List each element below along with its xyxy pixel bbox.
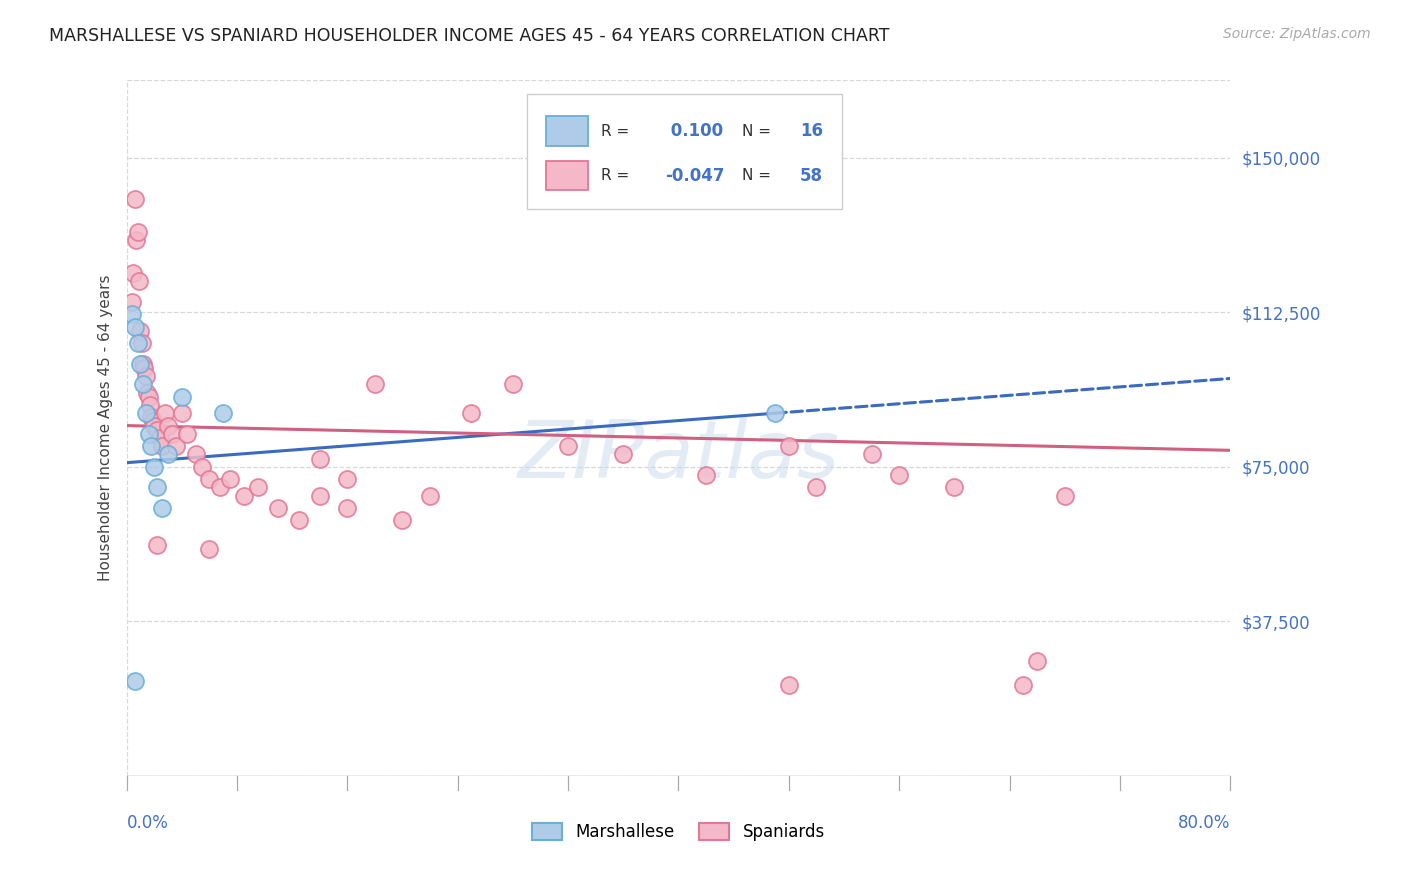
Text: R =: R = [602,168,630,183]
Point [308,489,330,503]
Point [153,406,176,420]
Point [170,390,193,404]
Point [1053,489,1076,503]
Text: Source: ZipAtlas.com: Source: ZipAtlas.com [1223,27,1371,41]
Text: 58: 58 [800,167,823,185]
Point [138,390,160,404]
Point [131,336,153,351]
Point [121,294,143,309]
Point [143,459,166,474]
Point [391,513,413,527]
Point [763,406,786,420]
Text: 16: 16 [800,122,823,140]
Point [232,489,254,503]
Point [943,480,966,494]
Point [778,439,800,453]
Y-axis label: Householder Income Ages 45 - 64 years: Householder Income Ages 45 - 64 years [97,275,112,582]
Point [170,406,193,420]
Point [128,274,150,288]
FancyBboxPatch shape [527,95,842,209]
Point [122,266,145,280]
Text: -0.047: -0.047 [665,167,724,185]
Point [127,225,149,239]
Point [124,674,146,689]
Point [212,406,235,420]
Point [184,447,207,461]
Point [165,439,187,453]
Text: R =: R = [602,124,630,138]
Point [557,439,579,453]
Text: 0.100: 0.100 [665,122,723,140]
Point [134,360,156,375]
Point [336,501,359,516]
Point [124,192,146,206]
Point [138,426,160,441]
Point [129,357,152,371]
Point [1026,654,1049,668]
Point [142,414,165,428]
Text: N =: N = [742,168,772,183]
Point [419,489,441,503]
Point [152,439,174,453]
Point [695,468,717,483]
Point [124,319,146,334]
Point [127,336,149,351]
Point [502,377,524,392]
Point [219,472,242,486]
Point [198,542,221,557]
Text: N =: N = [742,124,772,138]
Point [612,447,634,461]
Point [889,468,911,483]
Point [806,480,828,494]
Point [460,406,482,420]
FancyBboxPatch shape [546,161,588,190]
Point [308,451,330,466]
Point [198,472,221,486]
Point [156,447,179,461]
Point [132,357,155,371]
Text: 0.0%: 0.0% [127,814,169,832]
Point [132,377,155,392]
Point [141,410,163,425]
Point [364,377,387,392]
Text: ZIPatlas: ZIPatlas [517,417,839,495]
Text: MARSHALLESE VS SPANIARD HOUSEHOLDER INCOME AGES 45 - 64 YEARS CORRELATION CHART: MARSHALLESE VS SPANIARD HOUSEHOLDER INCO… [49,27,890,45]
Point [152,501,174,516]
Point [135,406,157,420]
Point [129,324,152,338]
FancyBboxPatch shape [546,117,588,145]
Text: 80.0%: 80.0% [1178,814,1230,832]
Point [149,431,172,445]
Point [860,447,883,461]
Point [156,418,179,433]
Legend: Marshallese, Spaniards: Marshallese, Spaniards [531,822,825,841]
Point [135,369,157,384]
Point [176,426,198,441]
Point [146,538,169,552]
Point [136,385,159,400]
Point [146,423,169,437]
Point [125,233,148,247]
Point [141,439,163,453]
Point [1012,678,1035,692]
Point [288,513,311,527]
Point [160,426,183,441]
Point [139,398,162,412]
Point [121,307,143,321]
Point [143,418,166,433]
Point [209,480,232,494]
Point [336,472,359,486]
Point [191,459,214,474]
Point [246,480,269,494]
Point [146,480,169,494]
Point [778,678,800,692]
Point [267,501,290,516]
